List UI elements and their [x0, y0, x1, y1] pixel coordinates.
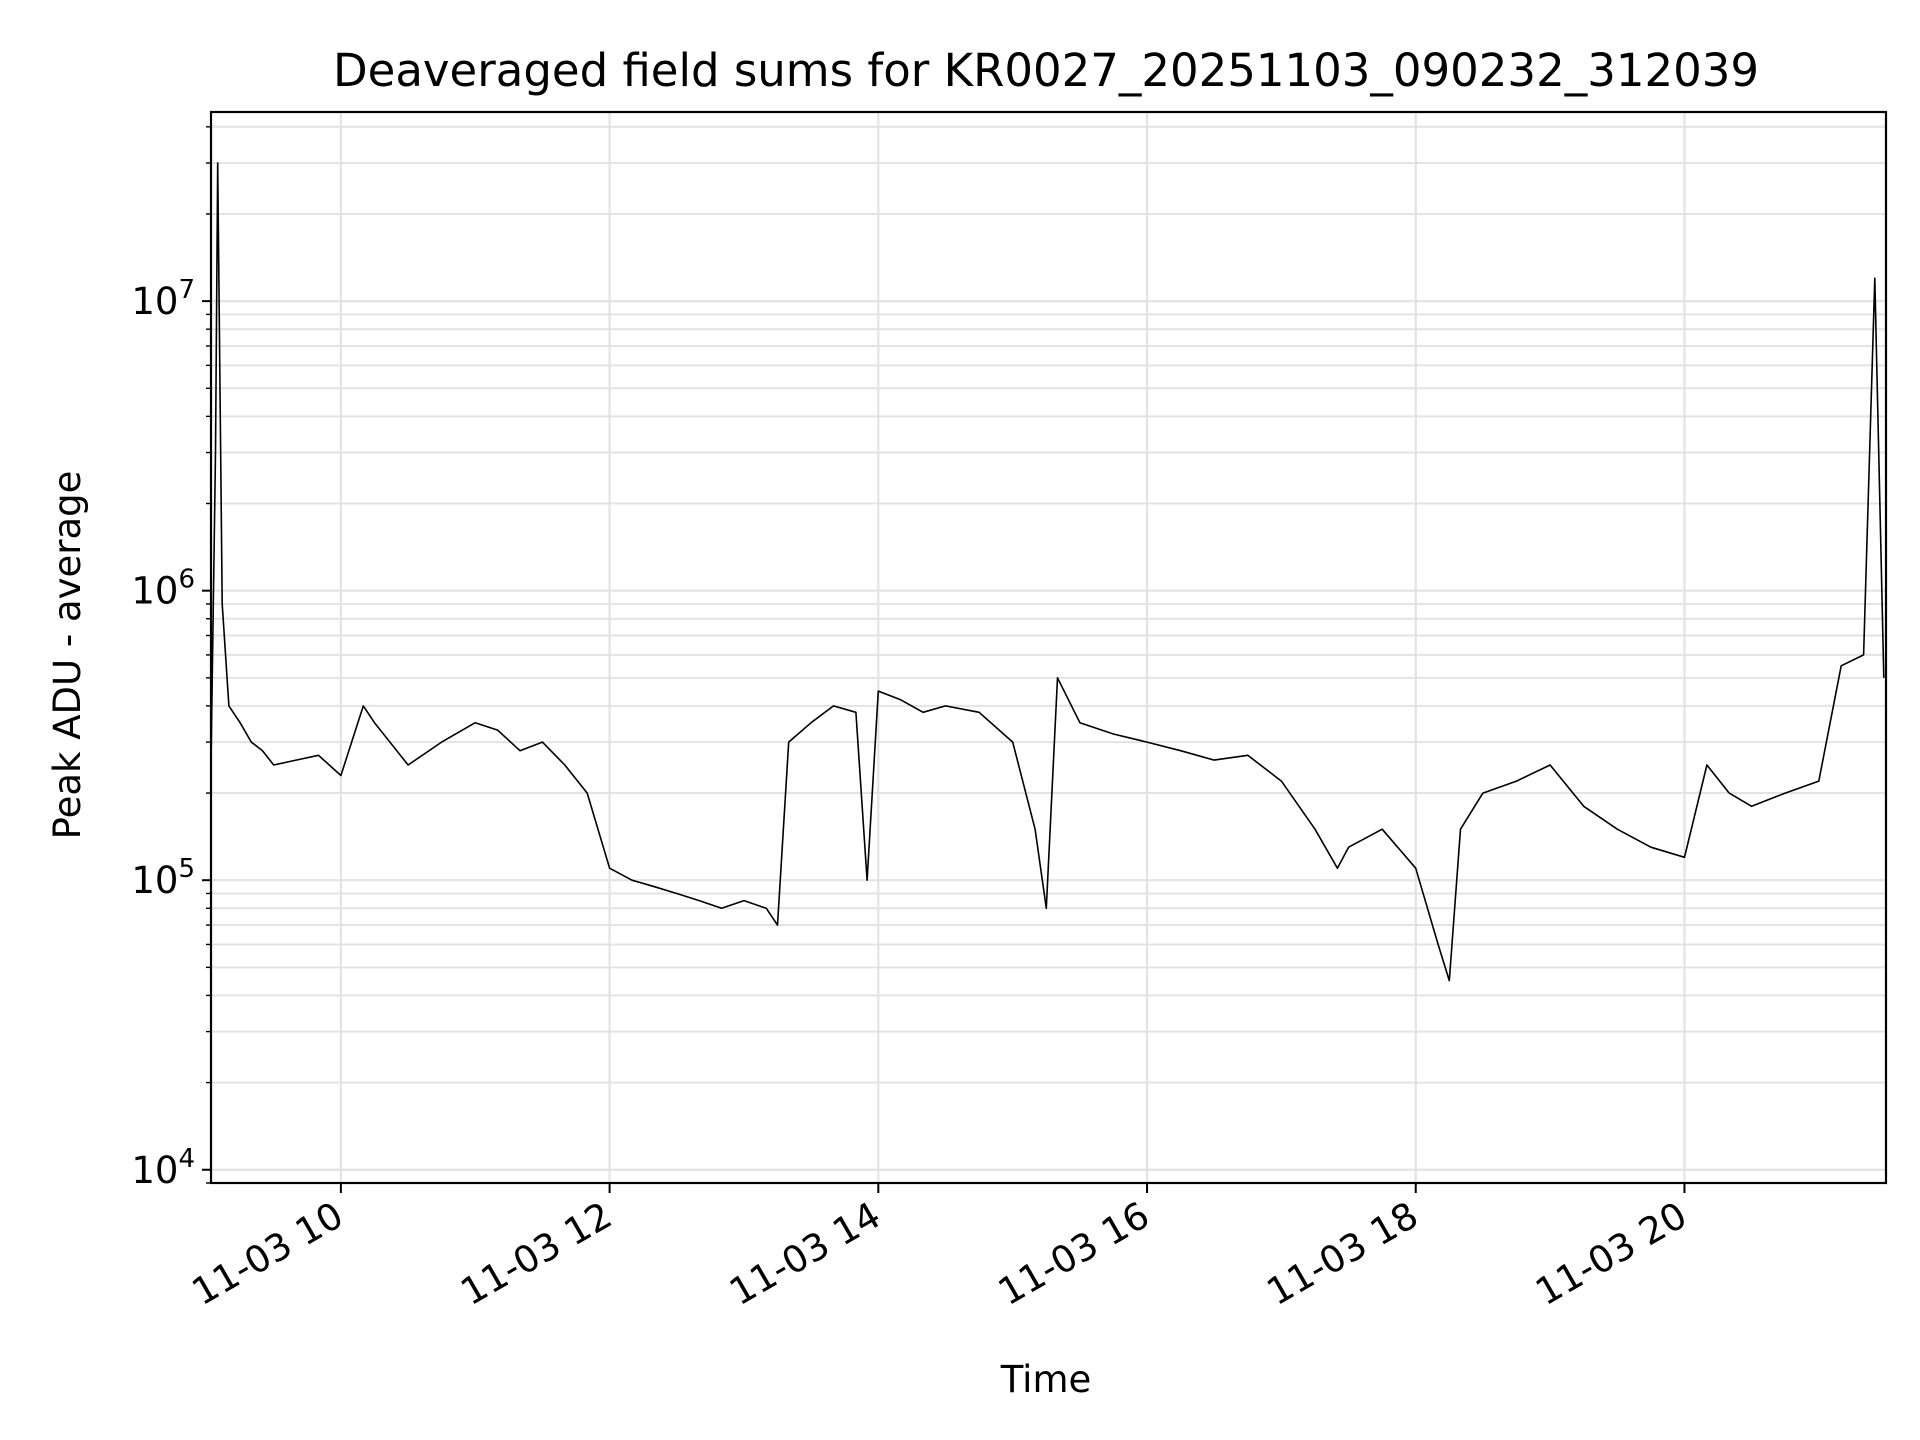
chart-title: Deaveraged field sums for KR0027_2025110… — [333, 44, 1759, 97]
x-axis-label: Time — [1000, 1358, 1092, 1401]
grid — [211, 112, 1886, 1184]
y-tick-label: 106 — [131, 565, 195, 613]
series-line — [210, 162, 1885, 982]
plot-frame — [209, 110, 1888, 1185]
y-tick-label: 104 — [131, 1144, 195, 1192]
data-line-layer — [210, 162, 1885, 982]
y-axis-label: Peak ADU - average — [46, 471, 89, 840]
y-tick-label: 105 — [131, 854, 195, 902]
y-tick-label: 107 — [131, 275, 195, 323]
